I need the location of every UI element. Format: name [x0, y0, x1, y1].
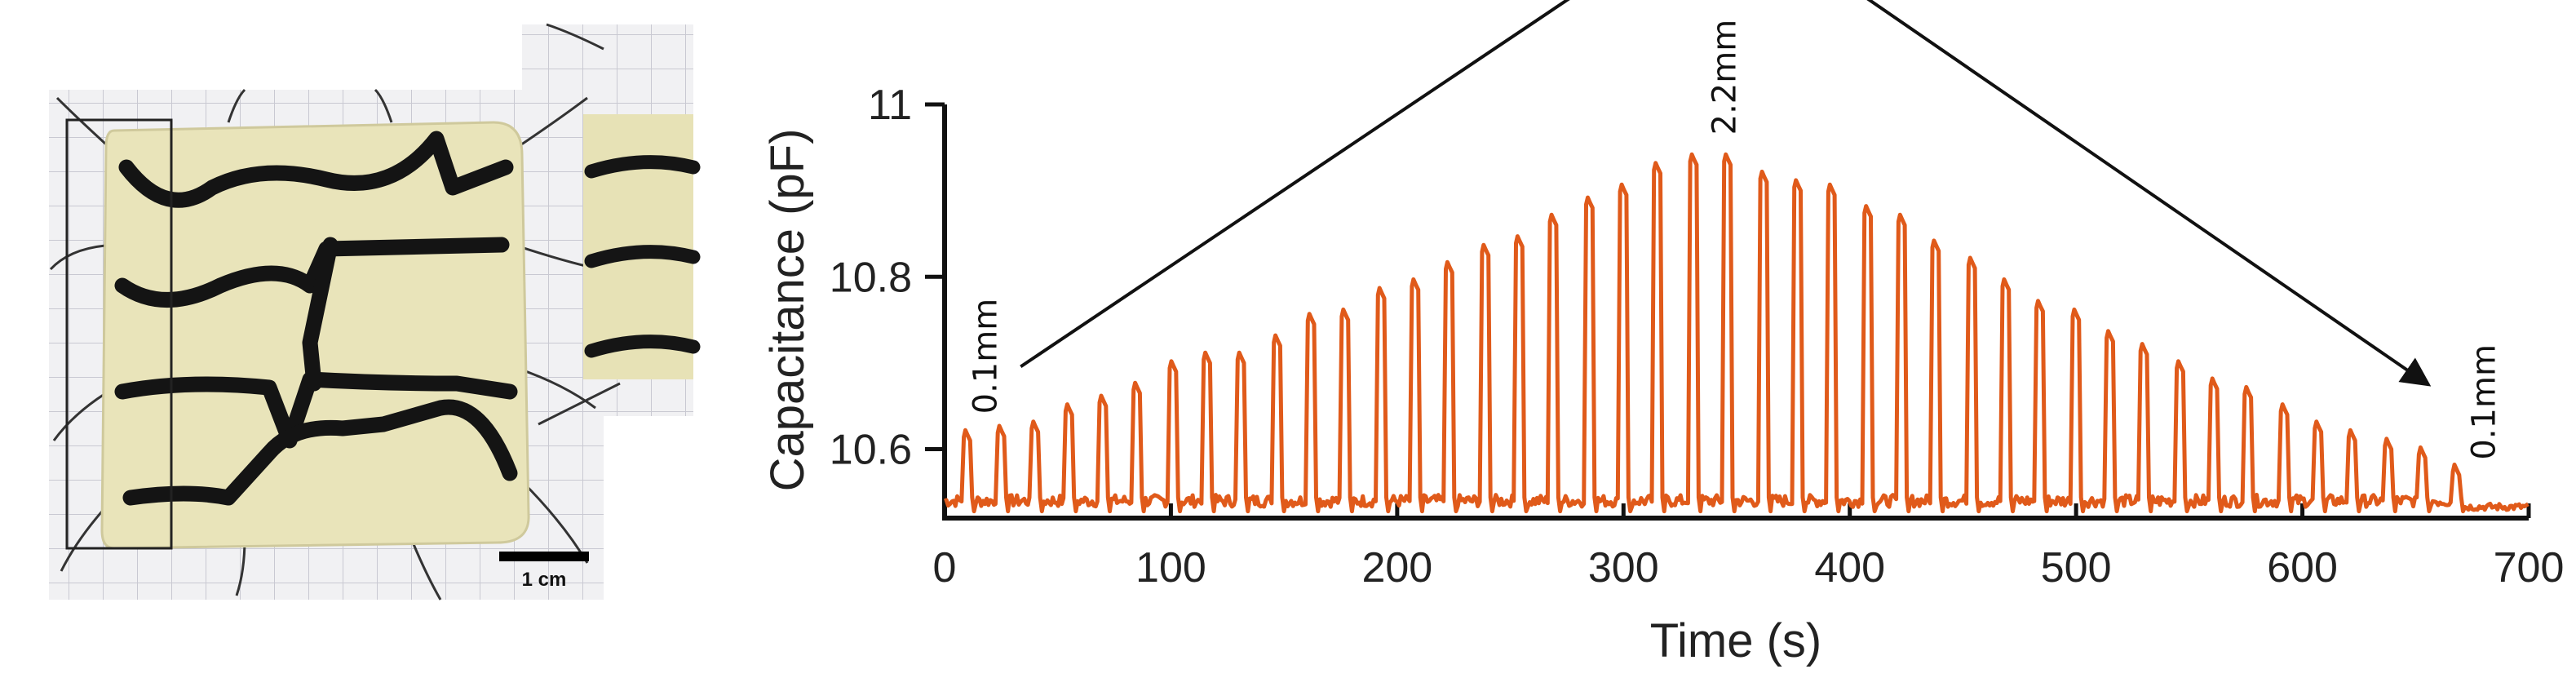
axes: 0 100 200 300 400 500 600 700 10.6 10.8 11	[830, 82, 2565, 592]
chart: 0 100 200 300 400 500 600 700 10.6 10.8 11 0.1mm 2.…	[761, 0, 2564, 667]
x-tick-label: 600	[2267, 544, 2338, 592]
annotation-label: 2.2mm	[1706, 20, 1744, 135]
x-tick-label: 0	[933, 544, 957, 592]
y-tick-label: 11	[868, 82, 912, 129]
sensor-photo: 1 cm	[49, 23, 701, 600]
sensor-back-electrodes	[584, 155, 701, 358]
arrow-decreasing	[1866, 0, 2432, 387]
scale-bar	[499, 552, 589, 561]
x-tick-label: 300	[1588, 544, 1659, 592]
scale-bar-label: 1 cm	[522, 569, 567, 591]
sensor-electrodes	[114, 131, 518, 506]
x-tick-label: 200	[1361, 544, 1432, 592]
annotations: 0.1mm 2.2mm 0.1mm	[967, 0, 2503, 460]
annotation-label: 0.1mm	[2465, 344, 2503, 460]
x-tick-label: 700	[2494, 544, 2565, 592]
annotation-label: 0.1mm	[967, 299, 1004, 414]
y-tick-label: 10.8	[830, 254, 912, 301]
y-axis-label: Capacitance (pF)	[761, 129, 814, 492]
capacitance-line	[943, 152, 2530, 514]
capacitance-series	[943, 152, 2530, 514]
arrow-increasing	[1020, 0, 1570, 369]
x-tick-label: 400	[1814, 544, 1885, 592]
x-axis-label: Time (s)	[1650, 614, 1821, 667]
y-tick-label: 10.6	[830, 427, 912, 474]
x-tick-label: 500	[2041, 544, 2112, 592]
x-tick-label: 100	[1135, 544, 1206, 592]
highlight-box	[65, 118, 173, 550]
